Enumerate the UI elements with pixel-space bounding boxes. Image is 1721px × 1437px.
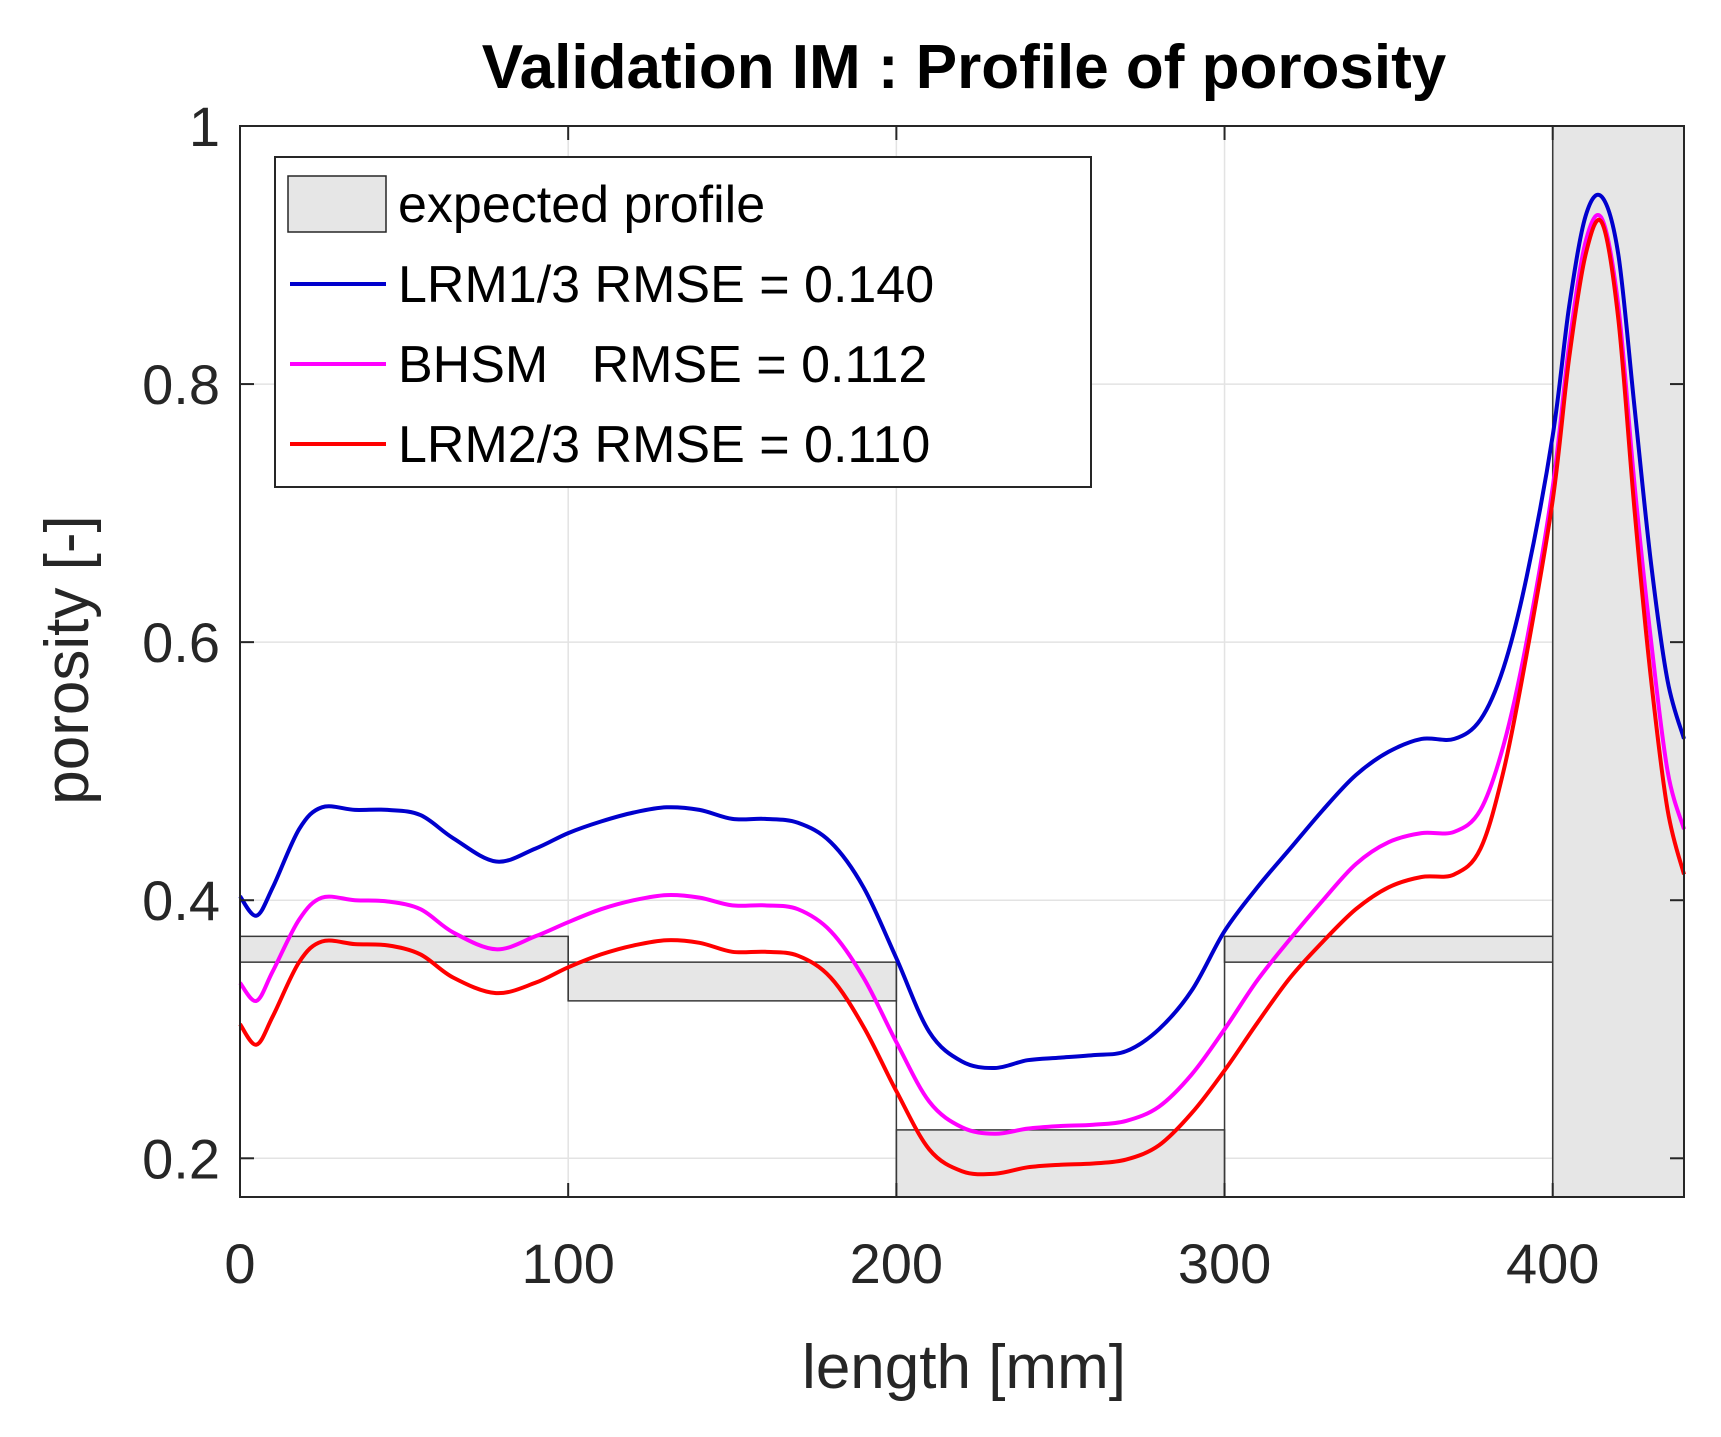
x-axis-label: length [mm]: [802, 1333, 1126, 1402]
legend-label-lrm23: LRM2/3 RMSE = 0.110: [398, 416, 930, 474]
x-tick-label-1: 100: [521, 1232, 614, 1295]
legend-box: [274, 156, 1092, 488]
y-tick-label-3: 0.8: [142, 353, 220, 416]
chart-title: Validation IM : Profile of porosity: [482, 33, 1447, 102]
x-tick-label-0: 0: [224, 1232, 255, 1295]
x-tick-label-3: 300: [1178, 1232, 1271, 1295]
x-tick-label-2: 200: [850, 1232, 943, 1295]
axis-ticks: 0 100 200 300 400 0.2 0.4 0.6 0.8 1: [142, 95, 1684, 1295]
series-lines: [238, 192, 1686, 1177]
y-tick-label-1: 0.4: [142, 869, 220, 932]
x-tick-label-4: 400: [1506, 1232, 1599, 1295]
series-line-2: [238, 218, 1686, 1177]
y-axis-label: porosity [-]: [33, 515, 102, 804]
axes-box: [239, 125, 1685, 1198]
legend: expected profile LRM1/3 RMSE = 0.140 BHS…: [274, 156, 1092, 488]
y-tick-label-0: 0.2: [142, 1127, 220, 1190]
expected-profile-segment-1: [567, 961, 898, 1002]
series-line-0: [238, 192, 1686, 1071]
y-tick-label-4: 1: [189, 95, 220, 158]
legend-swatch-expected-profile: [287, 175, 387, 233]
y-tick-label-2: 0.6: [142, 611, 220, 674]
legend-label-expected-profile: expected profile: [398, 176, 765, 234]
legend-label-lrm13: LRM1/3 RMSE = 0.140: [398, 256, 934, 314]
legend-label-bhsm: BHSM RMSE = 0.112: [398, 336, 927, 394]
